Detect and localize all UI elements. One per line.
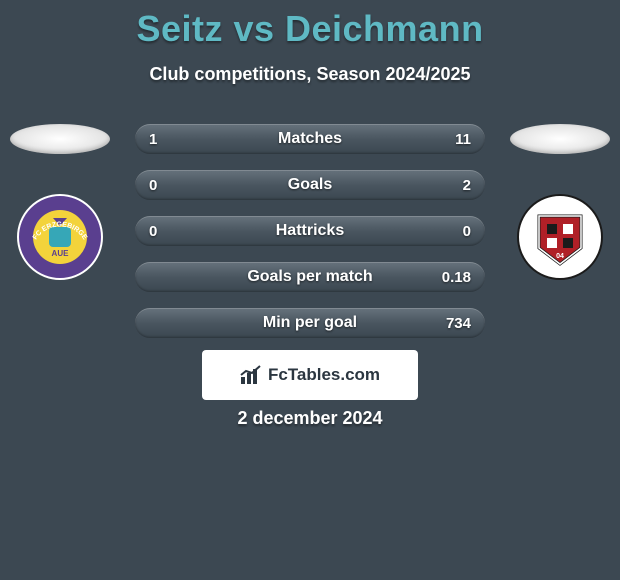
stat-value-right: 11 <box>455 131 471 148</box>
stat-value-right: 2 <box>463 177 471 194</box>
stat-label: Hattricks <box>276 222 344 240</box>
club-badge-right: 04 <box>517 194 603 280</box>
erzgebirge-aue-badge-icon: AUE FC ERZGEBIRGE <box>17 194 103 280</box>
subtitle: Club competitions, Season 2024/2025 <box>0 64 620 85</box>
player-right-column: 04 <box>510 124 610 280</box>
stat-value-right: 734 <box>446 315 471 332</box>
stat-row-hattricks: 0 Hattricks 0 <box>135 216 485 246</box>
stat-row-goals-per-match: Goals per match 0.18 <box>135 262 485 292</box>
stat-value-left: 0 <box>149 223 157 240</box>
page-title: Seitz vs Deichmann <box>0 0 620 50</box>
stat-label: Goals per match <box>247 268 372 286</box>
player-left-column: AUE FC ERZGEBIRGE <box>10 124 110 280</box>
stat-row-matches: 1 Matches 11 <box>135 124 485 154</box>
stat-value-left: 0 <box>149 177 157 194</box>
stat-value-left: 1 <box>149 131 157 148</box>
stat-row-goals: 0 Goals 2 <box>135 170 485 200</box>
player-right-portrait-placeholder <box>510 124 610 154</box>
svg-text:04: 04 <box>556 253 564 260</box>
date-label: 2 december 2024 <box>0 408 620 429</box>
chart-icon <box>240 365 262 385</box>
stat-label: Matches <box>278 130 342 148</box>
stat-label: Min per goal <box>263 314 357 332</box>
stat-value-right: 0.18 <box>442 269 471 286</box>
branding-text: FcTables.com <box>268 365 380 385</box>
stat-value-right: 0 <box>463 223 471 240</box>
ingolstadt-badge-icon: 04 <box>517 194 603 280</box>
stat-row-min-per-goal: Min per goal 734 <box>135 308 485 338</box>
svg-text:AUE: AUE <box>52 249 70 258</box>
stat-label: Goals <box>288 176 332 194</box>
club-badge-left: AUE FC ERZGEBIRGE <box>17 194 103 280</box>
player-left-portrait-placeholder <box>10 124 110 154</box>
branding-badge: FcTables.com <box>202 350 418 400</box>
stats-table: 1 Matches 11 0 Goals 2 0 Hattricks 0 Goa… <box>135 124 485 354</box>
